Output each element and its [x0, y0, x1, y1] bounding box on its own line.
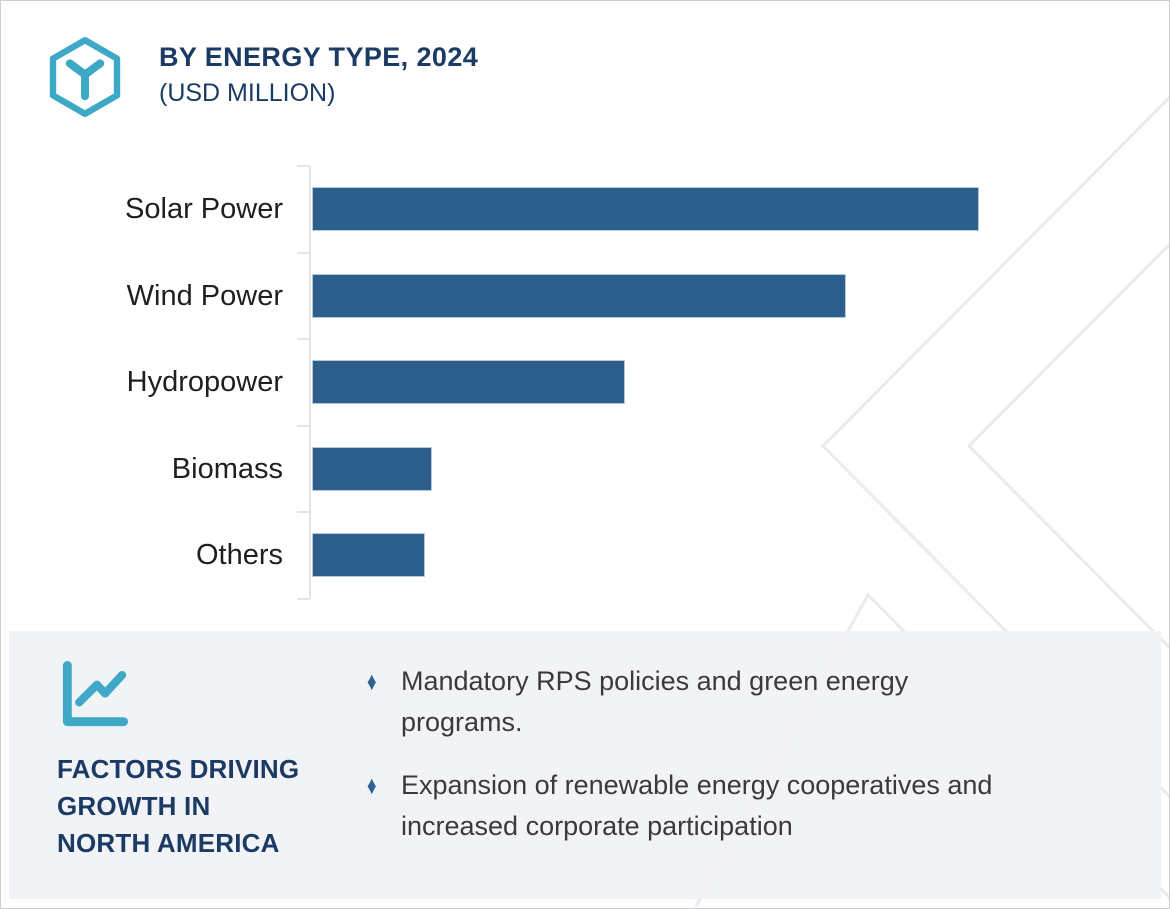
axis-tick [297, 165, 309, 167]
factors-heading-line: FACTORS DRIVING [57, 754, 300, 784]
bullet-text: Mandatory RPS policies and green energy p… [401, 666, 909, 737]
category-label: Hydropower [126, 366, 283, 398]
bar-chart: Solar Power Wind Power Hydropower Biomass Ot… [1, 165, 1041, 600]
factors-heading: FACTORS DRIVING GROWTH IN NORTH AMERICA [57, 751, 299, 862]
bullet-item: ♦ Mandatory RPS policies and green energy… [367, 661, 1127, 743]
axis-tick [297, 511, 309, 513]
page-subtitle: (USD MILLION) [159, 79, 336, 107]
y-axis-line [309, 166, 311, 599]
category-label: Wind Power [126, 279, 283, 312]
axis-tick [297, 598, 309, 600]
axis-tick [297, 252, 309, 254]
bullet-text: Expansion of renewable energy cooperativ… [401, 770, 993, 841]
page-title: BY ENERGY TYPE, 2024 [159, 42, 479, 72]
factors-heading-line: GROWTH IN [57, 791, 211, 821]
bar-others [312, 533, 425, 577]
bar-solar-power [312, 187, 979, 231]
bar-wind-power [312, 273, 846, 318]
factors-panel: FACTORS DRIVING GROWTH IN NORTH AMERICA ♦ M… [9, 631, 1161, 899]
cube-hexagon-icon [49, 37, 121, 118]
category-label: Others [195, 539, 283, 571]
category-label: Biomass [171, 452, 283, 485]
diamond-bullet-icon: ♦ [367, 770, 377, 800]
bar-biomass [312, 446, 432, 491]
factors-heading-line: NORTH AMERICA [57, 828, 280, 858]
line-chart-icon [62, 660, 129, 727]
diamond-bullet-icon: ♦ [367, 666, 377, 696]
axis-tick [297, 425, 309, 427]
factors-bullets: ♦ Mandatory RPS policies and green energy… [367, 661, 1127, 869]
bar-hydropower [312, 360, 625, 404]
bullet-item: ♦ Expansion of renewable energy cooperati… [367, 765, 1127, 847]
category-label: Solar Power [125, 193, 283, 225]
axis-tick [297, 338, 309, 340]
